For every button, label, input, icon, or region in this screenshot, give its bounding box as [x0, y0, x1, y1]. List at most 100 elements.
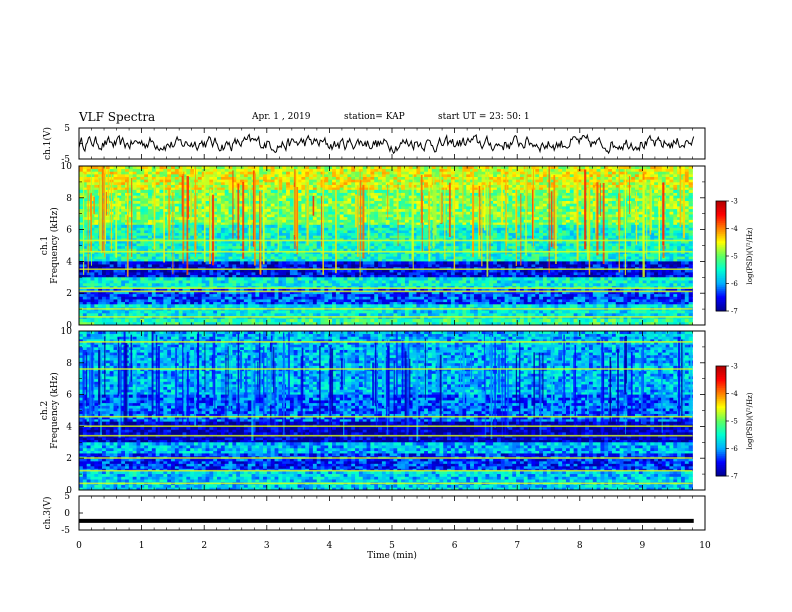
spectrogram-cell — [109, 168, 114, 172]
spectrogram-cell — [286, 214, 291, 218]
spectrogram-cell — [286, 211, 291, 215]
spectrogram-cell — [79, 168, 84, 172]
spectrogram-cell — [569, 168, 575, 172]
spectrogram-cell — [688, 216, 693, 220]
spectrogram-cell — [542, 245, 548, 249]
spectrogram-cell — [466, 203, 471, 207]
spectrogram-cell — [596, 168, 601, 172]
spectrogram-cell — [370, 248, 375, 252]
spectrogram-cell — [255, 205, 260, 210]
spectrogram-cell — [481, 205, 486, 210]
spectrogram-cell — [684, 192, 690, 196]
spectrogram-cell — [297, 237, 302, 241]
spectrogram-cell — [278, 168, 283, 172]
spectrogram-cell — [493, 222, 498, 226]
spectrogram-cell — [201, 192, 206, 196]
spectrogram-cell — [588, 171, 594, 175]
spectrogram-cell — [443, 173, 448, 177]
spectrogram-cell — [278, 240, 283, 244]
spectrogram-cell — [362, 181, 367, 185]
spectrogram-cell — [132, 179, 137, 183]
spectrogram-cell — [527, 171, 532, 175]
spectrogram-cell — [424, 181, 429, 185]
spectrogram-cell — [209, 176, 214, 180]
spectrogram-cell — [677, 243, 682, 247]
spectrogram-cell — [416, 171, 421, 175]
spectrogram-cell — [316, 214, 321, 218]
spectrogram-cell — [447, 173, 452, 177]
spectrogram-cell — [251, 248, 256, 252]
spectrogram-cell — [240, 258, 245, 262]
spectrogram-cell — [596, 205, 601, 210]
spectrogram-cell — [243, 237, 249, 241]
spectrogram-cell — [117, 216, 122, 220]
spectrogram-cell — [220, 181, 226, 185]
spectrogram-cell — [535, 189, 540, 193]
spectrogram-cell — [132, 173, 137, 177]
spectrogram-cell — [263, 203, 268, 207]
spectrogram-cell — [201, 214, 206, 218]
spectrogram-cell — [163, 248, 168, 252]
spectrogram-cell — [220, 222, 226, 226]
spectrogram-cell — [646, 219, 651, 223]
spectrogram-cell — [661, 179, 667, 183]
spectrogram-cell — [669, 211, 674, 215]
spectrogram-cell — [155, 181, 160, 185]
spectrogram-cell — [224, 189, 229, 193]
spectrogram-cell — [581, 216, 586, 220]
spectrogram-cell — [339, 205, 344, 210]
spectrogram-cell — [573, 179, 578, 183]
spectrogram-cell — [255, 222, 260, 226]
spectrogram-cell — [316, 256, 321, 260]
spectrogram-cell — [631, 184, 636, 188]
ch1-waveform-line — [78, 133, 695, 155]
spectrogram-cell — [435, 248, 440, 252]
spectrogram-cell — [619, 195, 624, 199]
spectrogram-cell — [297, 200, 302, 204]
spectrogram-cell — [588, 197, 594, 202]
spectrogram-cell — [627, 216, 632, 220]
spectrogram-cell — [604, 245, 609, 249]
spectrogram-cell — [596, 211, 601, 215]
spectrogram-cell — [661, 258, 667, 262]
spectrogram-cell — [335, 211, 341, 215]
spectrogram-cell — [136, 258, 141, 262]
spectrogram-cell — [316, 197, 321, 202]
spectrogram-cell — [339, 256, 344, 260]
spectrogram-cell — [332, 166, 337, 170]
spectrogram-cell — [588, 211, 594, 215]
spectrogram-cell — [650, 179, 655, 183]
spectrogram-cell — [243, 208, 249, 212]
spectrogram-cell — [201, 171, 206, 175]
spectrogram-cell — [332, 214, 337, 218]
spectrogram-cell — [255, 192, 260, 196]
spectrogram-cell — [301, 192, 306, 196]
spectrogram-cell — [504, 168, 509, 172]
spectrogram-cell — [454, 253, 459, 257]
spectrogram-cell — [596, 171, 601, 175]
spectrogram-cell — [565, 203, 571, 207]
spectrogram-cell — [236, 258, 241, 262]
spectrogram-cell — [646, 205, 651, 210]
spectrogram-cell — [105, 245, 111, 249]
spectrogram-cell — [228, 171, 233, 175]
spectrogram-cell — [263, 248, 268, 252]
spectrogram-cell — [573, 211, 578, 215]
spectrogram-cell — [577, 248, 582, 252]
spectrogram-cell — [462, 216, 467, 220]
spectrogram-cell — [588, 184, 594, 188]
spectrogram-cell — [385, 179, 390, 183]
spectrogram-cell — [473, 173, 479, 177]
spectrogram-cell — [132, 171, 137, 175]
spectrogram-cell — [351, 187, 356, 191]
spectrogram-cell — [132, 195, 137, 199]
spectrogram-cell — [213, 192, 218, 196]
spectrogram-cell — [565, 195, 571, 199]
spectrogram-cell — [470, 176, 475, 180]
spectrogram-cell — [121, 189, 126, 193]
spectrogram-cell — [535, 216, 540, 220]
spectrogram-cell — [393, 197, 398, 202]
spectrogram-cell — [247, 168, 252, 172]
spectrogram-cell — [232, 214, 237, 218]
spectrogram-cell — [611, 195, 617, 199]
